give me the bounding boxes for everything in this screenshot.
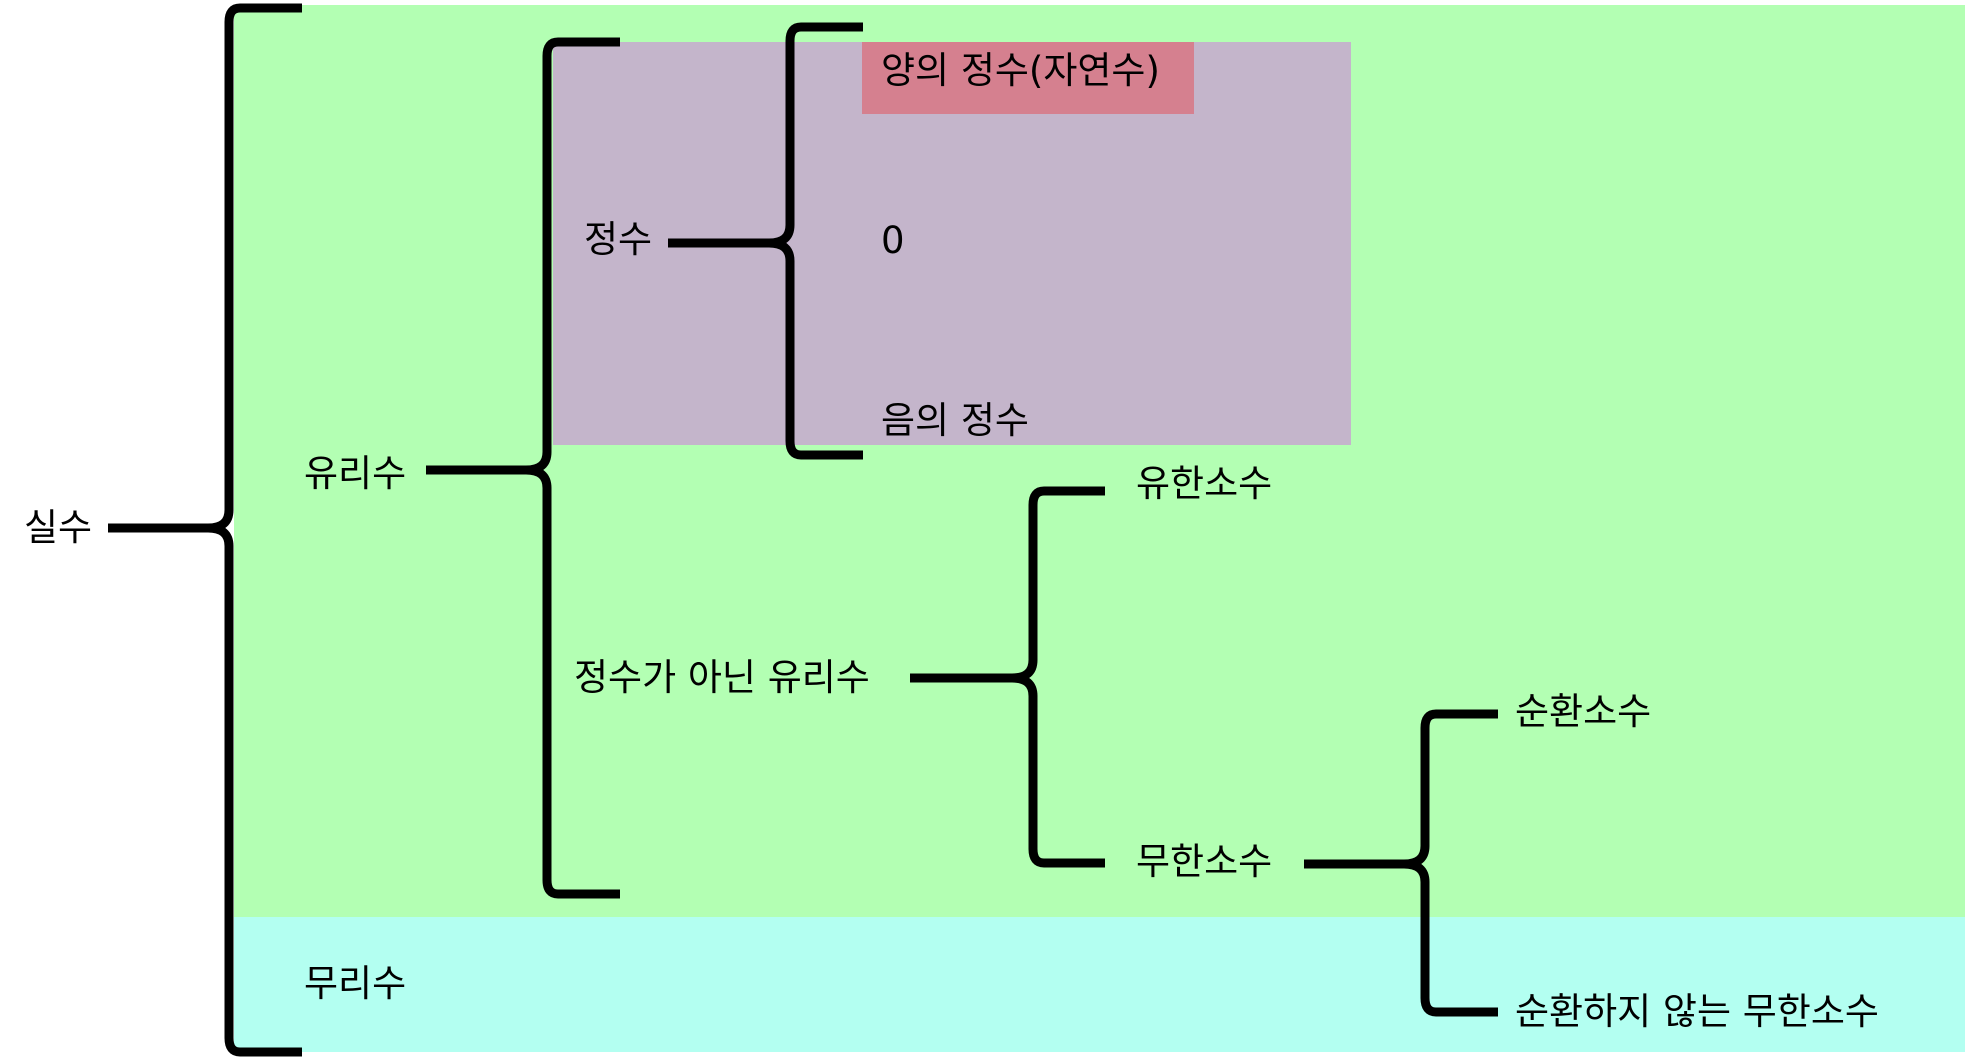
- integer-brace: [668, 22, 863, 460]
- rational-brace: [426, 37, 620, 899]
- finite-decimal-label: 유한소수: [1136, 462, 1273, 505]
- zero-label: 0: [881, 219, 905, 262]
- non-repeating-decimal-label: 순환하지 않는 무한소수: [1515, 990, 1879, 1033]
- positive-integer-label: 양의 정수(자연수): [881, 49, 1160, 92]
- repeating-decimal-label: 순환소수: [1515, 690, 1652, 733]
- irrational-label: 무리수: [304, 962, 407, 1005]
- real-label: 실수: [24, 506, 93, 549]
- negative-integer-label: 음의 정수: [881, 399, 1029, 442]
- non-integer-rational-label: 정수가 아닌 유리수: [574, 656, 870, 699]
- infinite-decimal-label: 무한소수: [1136, 840, 1273, 883]
- non-integer-rational-brace: [910, 486, 1105, 868]
- natural-number-highlight: [862, 42, 1194, 114]
- irrational-region: [234, 917, 1965, 1052]
- real-brace: [108, 3, 302, 1057]
- integer-label: 정수: [584, 218, 653, 261]
- infinite-decimal-brace: [1304, 709, 1498, 1017]
- rational-label: 유리수: [304, 452, 407, 495]
